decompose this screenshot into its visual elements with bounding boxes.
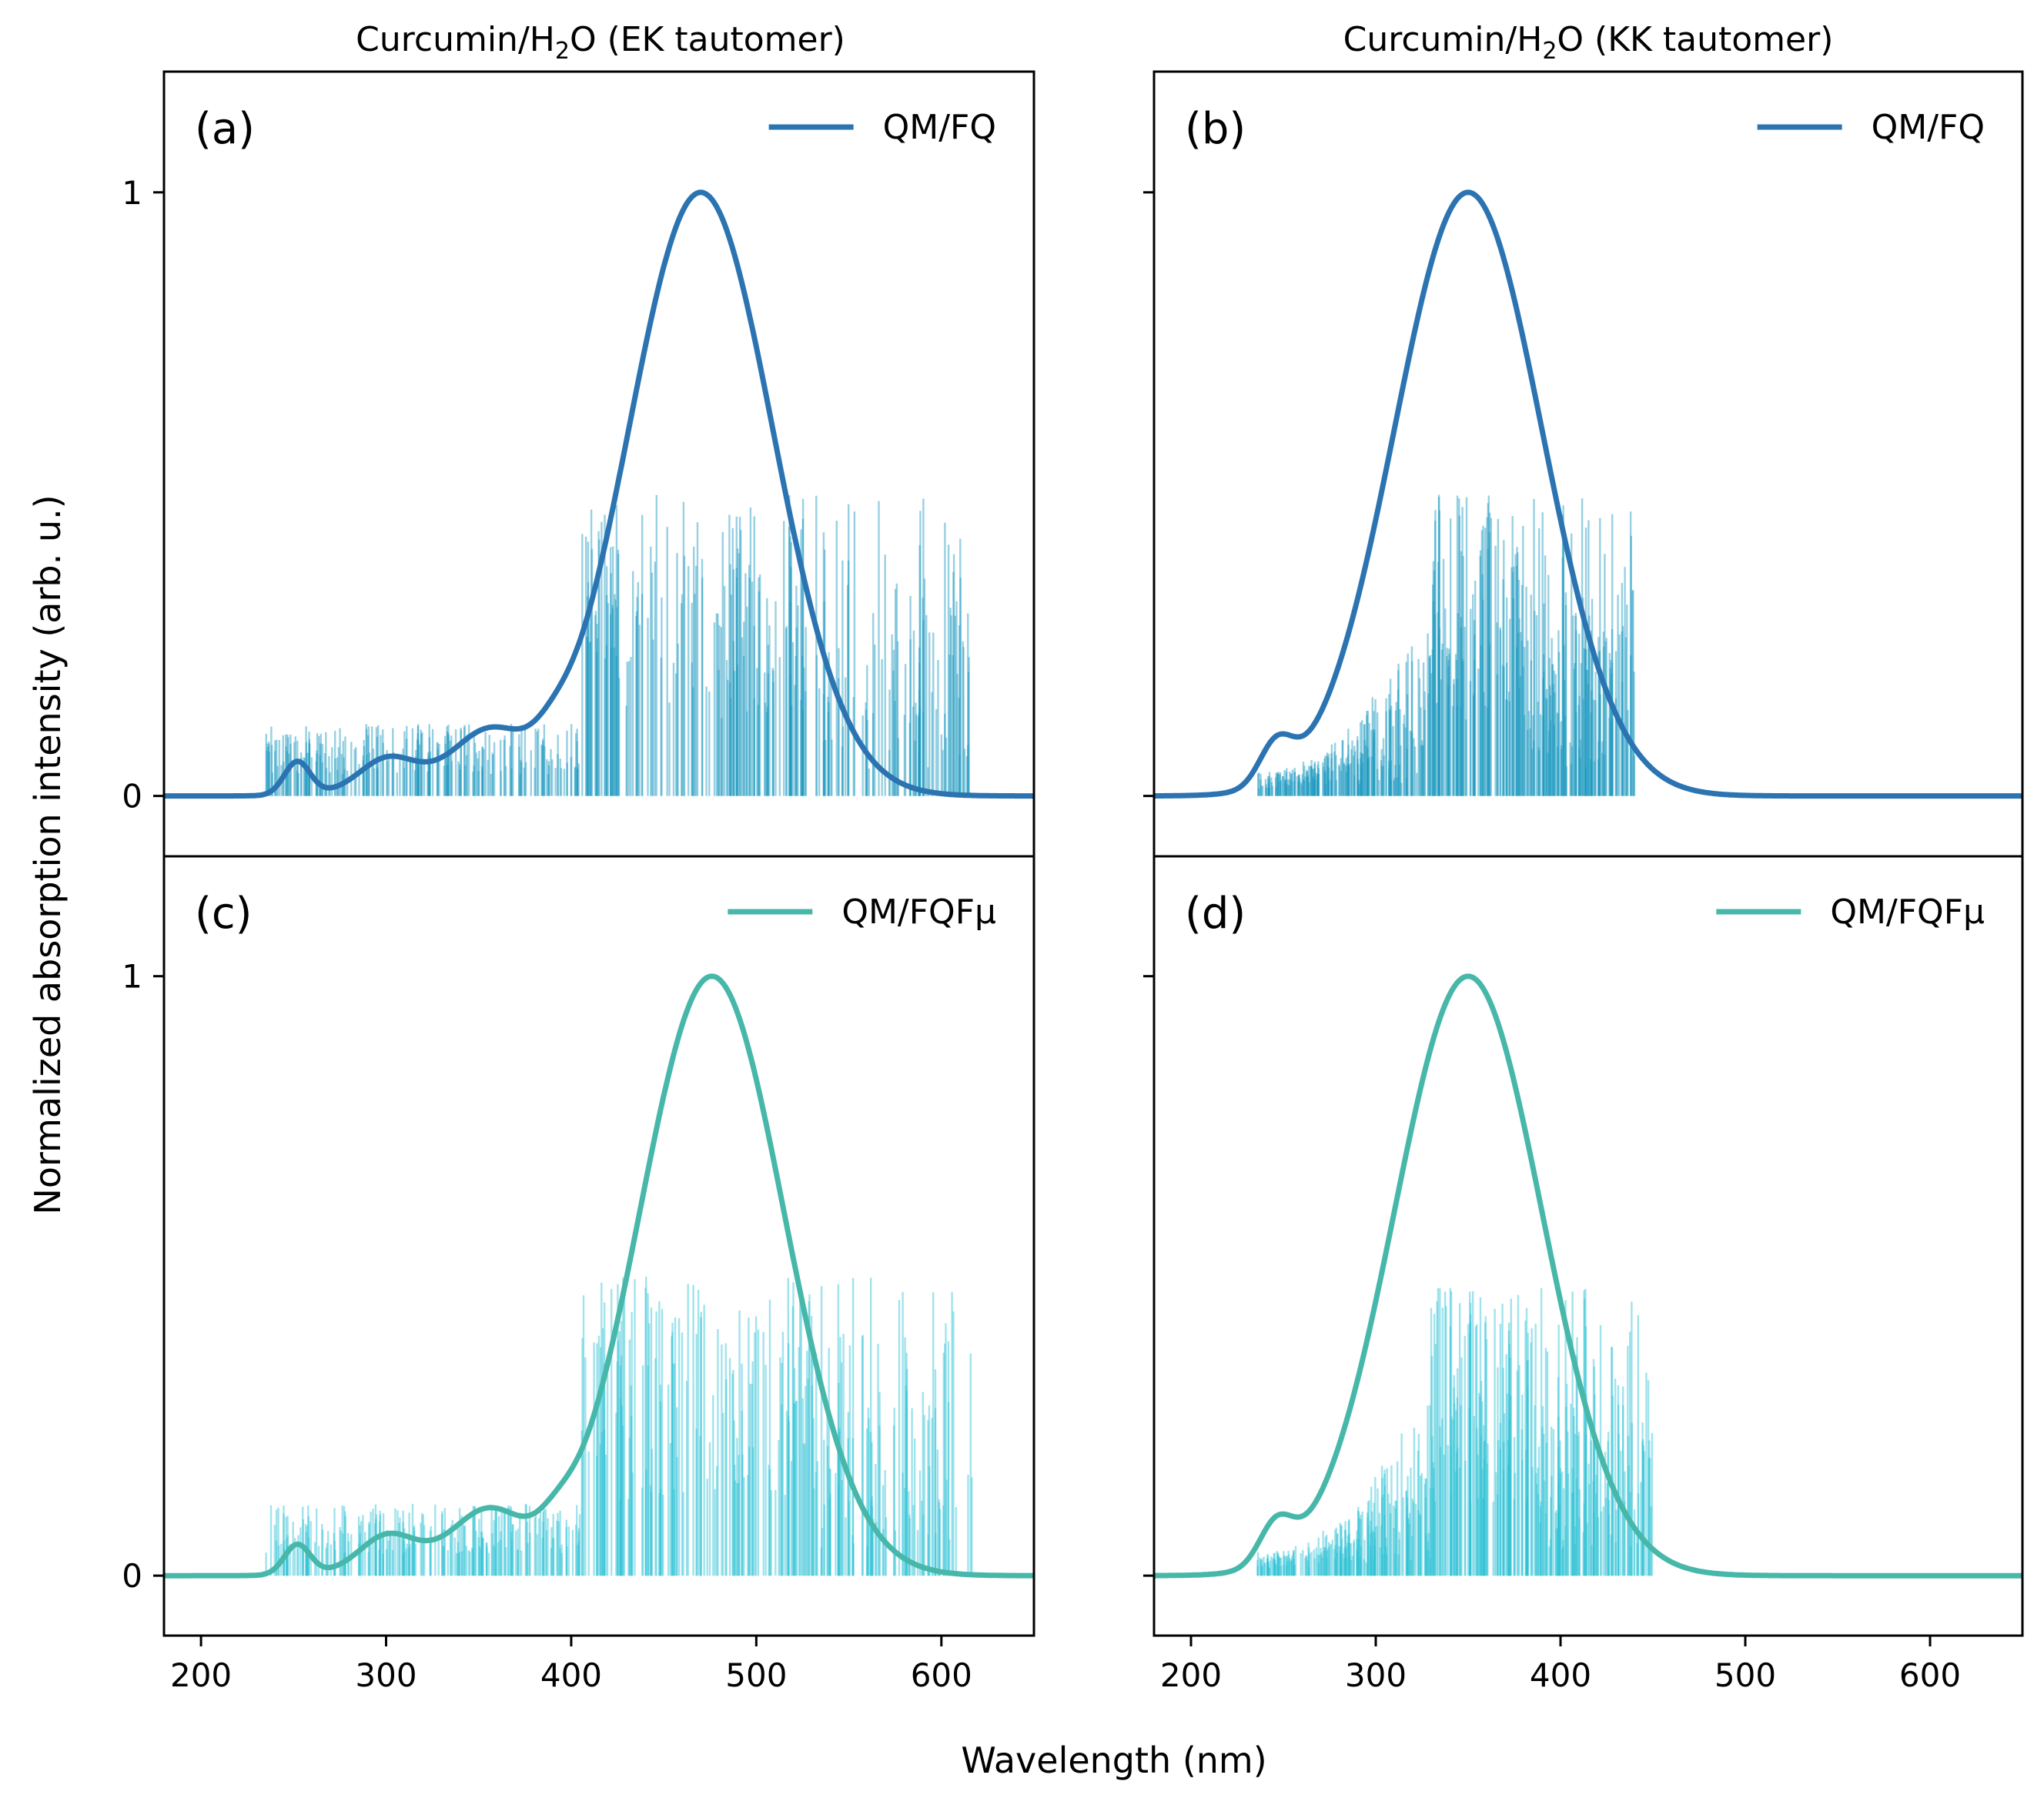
panel-label: (b) [1185, 104, 1246, 154]
panels: 0 1 (a) QM/FQ (b) QM/FQ 0 1 200 300 400 500 600 (c) QM… [122, 70, 2024, 1694]
y-tick-label: 1 [122, 958, 142, 996]
column-title-kk: Curcumin/H2O (KK tautomer) [1343, 20, 1834, 65]
x-tick-label: 200 [170, 1656, 232, 1694]
y-tick-label: 1 [122, 174, 142, 212]
legend-text: QM/FQ [883, 108, 996, 147]
x-tick-label: 200 [1160, 1656, 1222, 1694]
x-tick-label: 600 [1899, 1656, 1961, 1694]
stick-spectrum [265, 494, 970, 796]
spectrum-line [164, 973, 1034, 1579]
panel-d: 200 300 400 500 600 (d) QM/FQFμ [1143, 855, 2024, 1694]
spectrum-line [164, 189, 1034, 799]
panel-label: (a) [195, 104, 255, 154]
x-tick-label: 400 [1530, 1656, 1591, 1694]
x-axis-label: Wavelength (nm) [961, 1740, 1266, 1781]
y-axis-label: Normalized absorption intensity (arb. u.… [27, 494, 69, 1214]
panel-c: 0 1 200 300 400 500 600 (c) QM/FQFμ [122, 855, 1035, 1694]
x-tick-label: 600 [911, 1656, 972, 1694]
column-title-ek: Curcumin/H2O (EK tautomer) [356, 20, 845, 65]
panel-label: (c) [195, 889, 252, 939]
panel-label: (d) [1185, 889, 1246, 939]
y-tick-label: 0 [122, 778, 142, 815]
y-tick-label: 0 [122, 1557, 142, 1595]
axes-frame [1152, 855, 2024, 1637]
legend-text: QM/FQFμ [1830, 892, 1985, 932]
stick-spectrum [265, 1276, 973, 1576]
spectrum-line [1154, 973, 2022, 1579]
legend-text: QM/FQ [1872, 108, 1985, 147]
x-tick-label: 500 [1714, 1656, 1776, 1694]
spectrum-line [1154, 189, 2022, 799]
x-tick-label: 300 [1345, 1656, 1407, 1694]
x-tick-label: 300 [355, 1656, 416, 1694]
panel-b: (b) QM/FQ [1143, 70, 2024, 858]
legend-text: QM/FQFμ [841, 892, 996, 932]
axes-frame [162, 855, 1035, 1637]
stick-spectrum [1256, 494, 1636, 796]
x-tick-label: 500 [725, 1656, 787, 1694]
x-tick-label: 400 [540, 1656, 602, 1694]
panel-a: 0 1 (a) QM/FQ [122, 70, 1035, 858]
